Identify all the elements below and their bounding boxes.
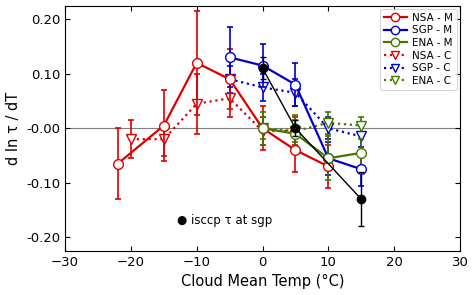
X-axis label: Cloud Mean Temp (°C): Cloud Mean Temp (°C): [181, 274, 344, 289]
Text: ● isccp τ at sgp: ● isccp τ at sgp: [177, 214, 272, 227]
Legend: NSA - M, SGP - M, ENA - M, NSA - C, SGP - C, ENA - C: NSA - M, SGP - M, ENA - M, NSA - C, SGP …: [380, 9, 457, 90]
Y-axis label: d ln τ / dT: d ln τ / dT: [6, 92, 20, 165]
